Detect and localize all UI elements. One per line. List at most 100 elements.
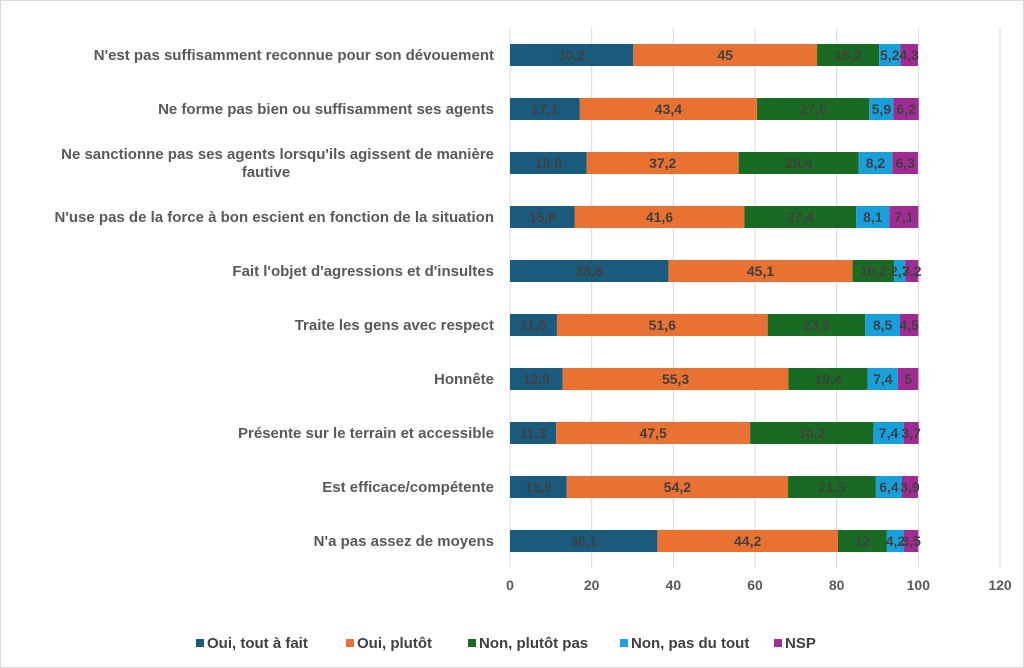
bar-segment <box>574 206 745 228</box>
category-label: Fait l'objet d'agressions et d'insultes <box>232 263 494 280</box>
bars <box>510 44 919 552</box>
x-tick-label: 80 <box>829 577 845 593</box>
bar-segment <box>750 422 874 444</box>
data-label: 7,4 <box>873 371 893 387</box>
x-axis-ticks: 0 20 40 60 80 100 120 <box>506 577 1012 593</box>
data-label: 4,3 <box>899 47 919 63</box>
category-label: Honnête <box>434 371 494 388</box>
data-label: 45,1 <box>747 263 774 279</box>
data-labels: 30,2 45 15,2 5,2 4,3 17,1 43,4 27,5 5,9 6,2 18,8 37… <box>520 47 922 549</box>
data-label: 54,2 <box>664 479 691 495</box>
legend-label: NSP <box>785 635 816 652</box>
data-label: 27,5 <box>800 101 827 117</box>
data-label: 30,2 <box>558 47 585 63</box>
legend-swatch <box>196 639 204 647</box>
data-label: 45 <box>717 47 733 63</box>
data-label: 11,5 <box>520 317 547 333</box>
bar-segment <box>788 368 868 390</box>
x-tick-label: 20 <box>584 577 600 593</box>
bar-segment <box>892 152 918 174</box>
data-label: 3,2 <box>902 263 922 279</box>
data-label: 6,3 <box>895 155 915 171</box>
bar-segment <box>510 476 567 498</box>
data-label: 5,2 <box>880 47 900 63</box>
bar-segment <box>875 476 902 498</box>
data-label: 27,4 <box>787 209 814 225</box>
legend-label: Oui, plutôt <box>357 635 432 652</box>
bar-segment <box>738 152 859 174</box>
bar-segment <box>867 368 898 390</box>
data-label: 19,4 <box>814 371 841 387</box>
data-label: 5 <box>904 371 912 387</box>
bar-segment <box>579 98 758 120</box>
x-tick-label: 60 <box>747 577 763 593</box>
bar-segment <box>905 260 919 282</box>
data-label: 5,9 <box>872 101 892 117</box>
data-label: 41,6 <box>646 209 673 225</box>
data-label: 3,5 <box>901 533 921 549</box>
category-label: Ne forme pas bien ou suffisamment ses ag… <box>158 101 494 118</box>
category-label: N'est pas suffisamment reconnue pour son… <box>94 47 494 64</box>
data-label: 47,5 <box>639 425 666 441</box>
data-label: 7,4 <box>879 425 899 441</box>
bar-segment <box>894 260 906 282</box>
data-label: 44,2 <box>734 533 761 549</box>
data-label: 3,9 <box>900 479 920 495</box>
bar-segment <box>889 206 919 228</box>
data-label: 23,9 <box>803 317 830 333</box>
data-label: 37,2 <box>649 155 676 171</box>
bar-segment <box>886 530 905 552</box>
data-label: 6,2 <box>896 101 916 117</box>
bar-segment <box>510 368 563 390</box>
legend-label: Non, pas du tout <box>631 635 749 652</box>
bar-segment <box>897 368 919 390</box>
legend-swatch <box>468 639 476 647</box>
bar-segment <box>510 260 669 282</box>
category-label: Présente sur le terrain et accessible <box>238 425 494 442</box>
legend: Oui, tout à fait Oui, plutôt Non, plutôt p… <box>196 635 816 652</box>
bar-segment <box>510 152 587 174</box>
data-label: 36,1 <box>570 533 597 549</box>
bar-segment <box>869 98 894 120</box>
data-label: 3,7 <box>901 425 921 441</box>
bar-segment <box>893 98 919 120</box>
bar-segment <box>586 152 739 174</box>
legend-swatch <box>620 639 628 647</box>
data-label: 15,8 <box>529 209 556 225</box>
category-label: N'use pas de la force à bon escient en f… <box>55 209 495 226</box>
data-label: 43,4 <box>655 101 682 117</box>
bar-segment <box>668 260 853 282</box>
bar-segment <box>899 314 919 336</box>
bar-segment <box>510 98 580 120</box>
x-tick-label: 100 <box>907 577 931 593</box>
bar-segment <box>904 530 919 552</box>
data-label: 55,3 <box>662 371 689 387</box>
data-label: 12 <box>855 533 871 549</box>
data-label: 4,2 <box>886 533 906 549</box>
category-label: Est efficace/compétente <box>322 479 494 496</box>
bar-segment <box>852 260 895 282</box>
bar-segment <box>556 422 751 444</box>
data-label: 38,8 <box>576 263 603 279</box>
bar-segment <box>566 476 789 498</box>
bar-segment <box>900 44 918 66</box>
bar-segment <box>510 422 557 444</box>
x-tick-label: 120 <box>988 577 1012 593</box>
data-label: 8,2 <box>866 155 886 171</box>
bar-segment <box>817 44 880 66</box>
bar-segment <box>873 422 904 444</box>
data-label: 12,9 <box>523 371 550 387</box>
bar-segment <box>510 530 658 552</box>
data-label: 7,1 <box>894 209 914 225</box>
data-label: 8,1 <box>863 209 883 225</box>
data-label: 10,2 <box>860 263 887 279</box>
category-label: Traite les gens avec respect <box>295 317 494 334</box>
bar-segment <box>879 44 901 66</box>
data-label: 21,5 <box>818 479 845 495</box>
data-label: 11,3 <box>520 425 547 441</box>
data-label: 6,4 <box>879 479 899 495</box>
bar-segment <box>903 422 919 444</box>
category-labels: N'est pas suffisamment reconnue pour son… <box>55 47 495 550</box>
bar-segment <box>757 98 870 120</box>
data-label: 13,9 <box>525 479 552 495</box>
